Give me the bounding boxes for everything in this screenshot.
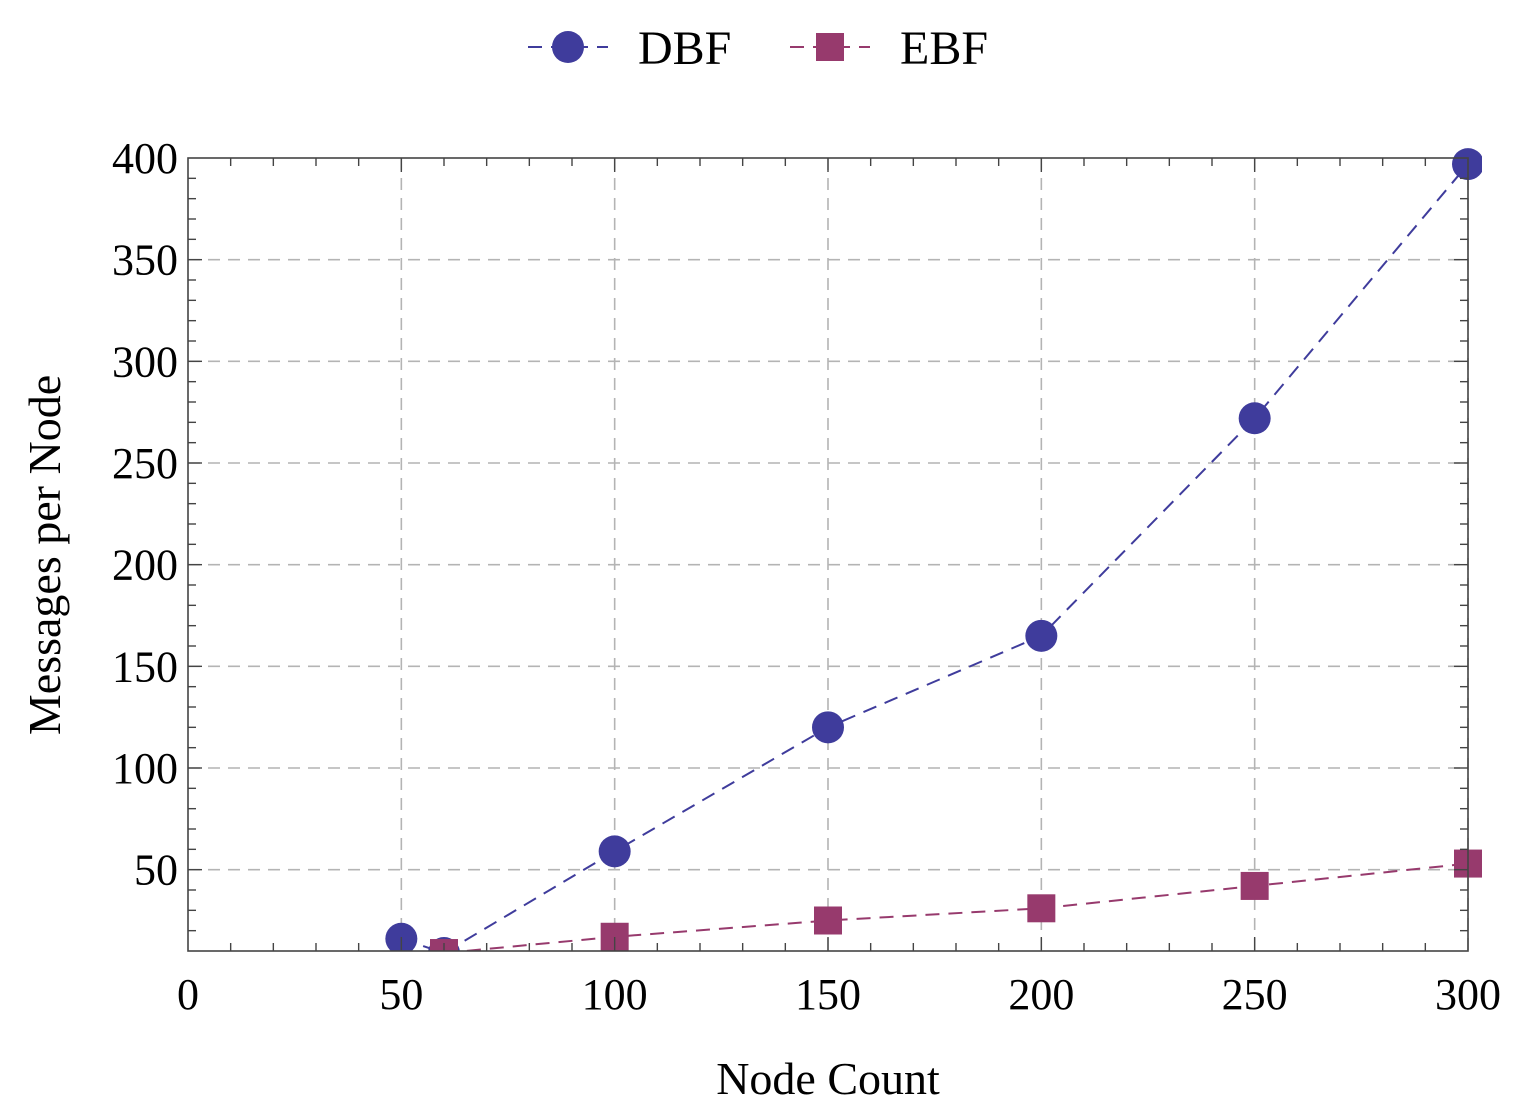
x-axis-title: Node Count (716, 1053, 940, 1104)
data-point-dbf (1452, 148, 1482, 181)
series-dbf (385, 148, 1482, 951)
series-layer (385, 148, 1482, 951)
y-tick-label: 350 (112, 236, 178, 285)
legend-marker-dbf (552, 31, 584, 63)
grid (188, 158, 1469, 951)
x-tick-label: 250 (1222, 970, 1288, 1019)
x-tick-label: 150 (795, 970, 861, 1019)
data-point-dbf (598, 835, 631, 868)
series-line-dbf (400, 163, 1469, 951)
plot-frame (187, 157, 1469, 952)
x-tick-label: 200 (1008, 970, 1074, 1019)
x-tick-label: 300 (1435, 970, 1501, 1019)
plot-border (187, 157, 1469, 952)
x-tick-label: 50 (379, 970, 423, 1019)
x-tick-label: 0 (177, 970, 199, 1019)
legend-marker-ebf (816, 33, 844, 61)
data-point-dbf (1025, 619, 1058, 652)
legend: DBF EBF (528, 22, 988, 75)
legend-item-dbf: DBF (528, 22, 731, 75)
data-point-ebf (814, 906, 842, 935)
legend-label-dbf: DBF (638, 22, 731, 75)
y-tick-label: 400 (112, 134, 178, 183)
y-tick-label: 150 (112, 642, 178, 691)
y-tick-label: 100 (112, 744, 178, 793)
y-tick-label: 200 (112, 541, 178, 590)
data-point-ebf (1027, 894, 1056, 923)
y-tick-label: 50 (134, 846, 178, 895)
data-point-dbf (1238, 402, 1271, 435)
y-tick-label: 300 (112, 337, 178, 386)
data-point-dbf (385, 922, 418, 951)
y-axis-title: Messages per Node (19, 375, 70, 735)
data-point-ebf (1240, 871, 1269, 900)
data-point-dbf (812, 711, 844, 744)
legend-label-ebf: EBF (900, 22, 988, 75)
axis-ticks: 0 50 100 150 200 250 300 50 100 150 200 250 300 350 40… (112, 134, 1501, 1019)
legend-item-ebf: EBF (790, 22, 988, 75)
y-tick-label: 250 (112, 439, 178, 488)
series-line-ebf (454, 862, 1469, 951)
x-tick-label: 100 (582, 970, 648, 1019)
